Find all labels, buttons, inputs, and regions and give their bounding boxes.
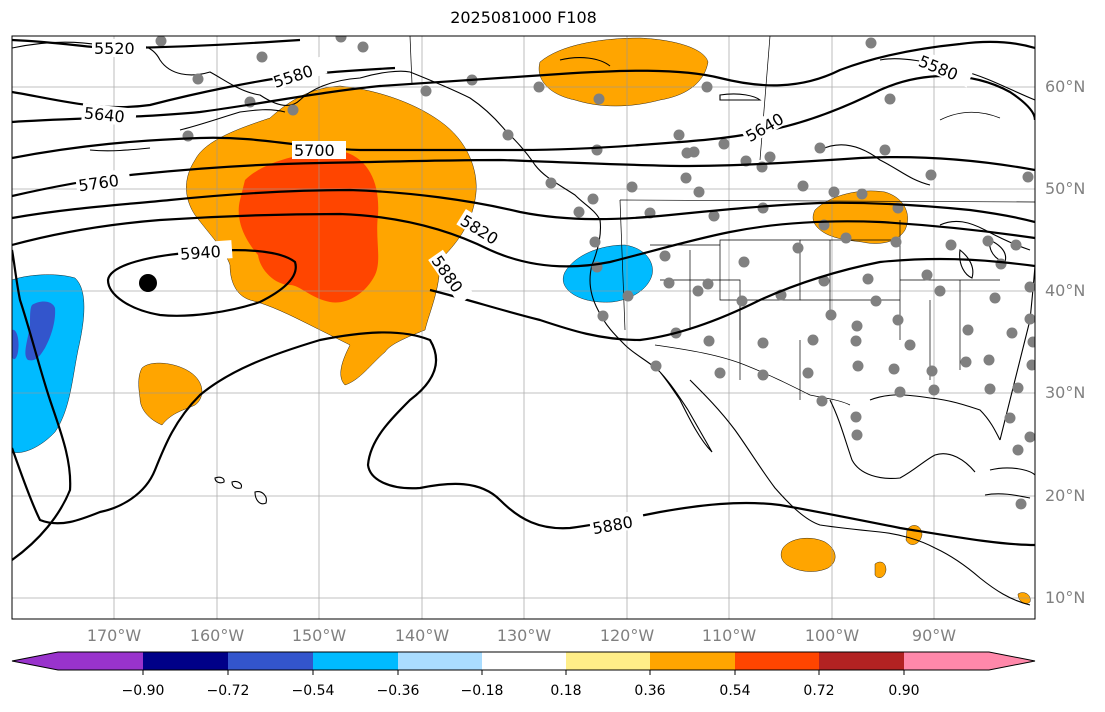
colorbar-segment	[143, 652, 228, 670]
negative-anomaly-region	[12, 274, 85, 453]
colorbar-segment	[819, 652, 904, 670]
contour-label: 5700	[294, 141, 335, 160]
colorbar-segment	[650, 652, 735, 670]
colorbar-extend-low	[12, 652, 58, 670]
contour-label: 5940	[180, 242, 222, 264]
colorbar-segment	[58, 652, 143, 670]
latitude-label: 30°N	[1045, 383, 1086, 402]
colorbar-segment	[566, 652, 650, 670]
longitude-label: 100°W	[804, 626, 860, 645]
longitude-label: 140°W	[394, 626, 450, 645]
colorbar-tick-label: −0.90	[121, 683, 165, 699]
position-marker	[139, 274, 157, 292]
colorbar-tick-label: −0.72	[206, 683, 250, 699]
graticule	[12, 36, 1035, 619]
positive-anomaly-region	[874, 561, 887, 578]
longitude-label: 150°W	[291, 626, 347, 645]
contour-label: 5520	[94, 39, 135, 58]
longitude-label: 130°W	[496, 626, 552, 645]
latitude-label: 10°N	[1045, 588, 1086, 607]
political-borders	[409, 36, 1035, 406]
map-frame	[11, 35, 1036, 620]
colorbar-segment	[398, 652, 482, 670]
longitude-label: 90°W	[911, 626, 957, 645]
latitude-label: 50°N	[1045, 179, 1086, 198]
colorbar-tick-label: −0.54	[291, 683, 335, 699]
colorbar-segment	[735, 652, 819, 670]
colorbar	[11, 651, 1036, 675]
colorbar-extend-high	[989, 652, 1035, 670]
positive-anomaly-region	[138, 362, 203, 426]
latitude-label: 60°N	[1045, 77, 1086, 96]
latitude-label: 20°N	[1045, 486, 1086, 505]
colorbar-tick-label: 0.90	[888, 683, 920, 699]
colorbar-tick-label: 0.18	[550, 683, 582, 699]
colorbar-segment	[904, 652, 989, 670]
colorbar-segment	[313, 652, 398, 670]
colorbar-tick-label: 0.54	[719, 683, 751, 699]
moderate-negative-anomaly-region	[12, 329, 19, 360]
longitude-label: 110°W	[701, 626, 757, 645]
latitude-label: 40°N	[1045, 281, 1086, 300]
longitude-label: 160°W	[189, 626, 245, 645]
colorbar-tick-label: 0.72	[803, 683, 835, 699]
station-markers	[155, 36, 1035, 510]
longitude-label: 170°W	[86, 626, 142, 645]
positive-anomaly-region	[780, 537, 836, 572]
map-title: 2025081000 F108	[450, 8, 597, 27]
longitude-label: 120°W	[599, 626, 655, 645]
colorbar-tick-label: −0.18	[460, 683, 504, 699]
colorbar-segment	[228, 652, 313, 670]
colorbar-tick-label: 0.36	[634, 683, 666, 699]
colorbar-outline	[11, 651, 1036, 671]
map-plot-area: 5520 5580 5580 5640 5640 5700 5760 5820 …	[12, 36, 1035, 619]
contour-label: 5640	[83, 103, 125, 126]
colorbar-segment	[482, 652, 566, 670]
colorbar-tick-label: −0.36	[376, 683, 420, 699]
